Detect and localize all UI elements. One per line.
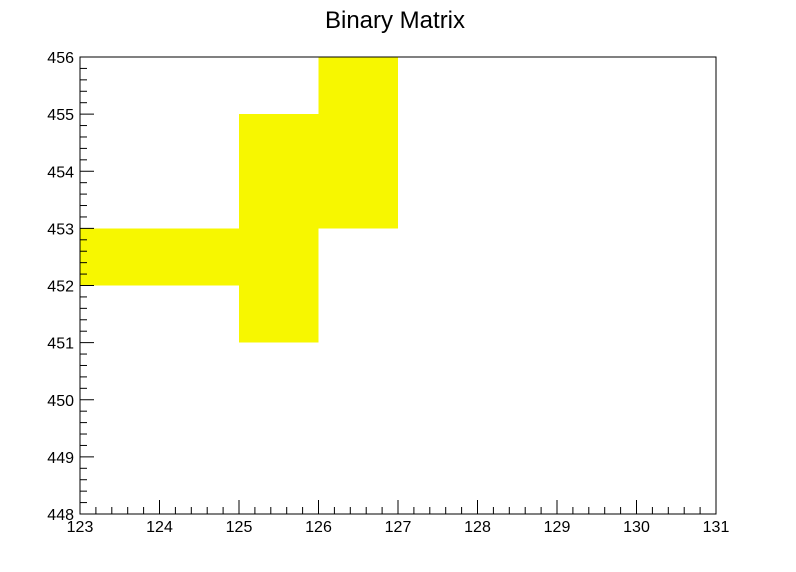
heatmap-cell <box>239 228 319 286</box>
y-tick-label: 455 <box>47 107 74 124</box>
ticks-layer <box>79 56 717 515</box>
plot-frame <box>79 56 717 515</box>
tick-labels-layer: 123 124 125 126 127 128 129 130 131 448 449 450 451 4… <box>47 50 729 536</box>
y-tick-label: 451 <box>47 336 74 353</box>
x-tick-label: 123 <box>67 519 94 536</box>
heatmap-cell <box>239 285 319 343</box>
y-tick-label: 454 <box>47 164 74 181</box>
heatmap-cell <box>318 171 398 229</box>
x-tick-label: 131 <box>703 519 730 536</box>
x-tick-label: 127 <box>385 519 412 536</box>
chart-title: Binary Matrix <box>325 7 465 34</box>
x-tick-label: 126 <box>305 519 332 536</box>
heatmap-cell <box>239 114 319 172</box>
heatmap-cell <box>239 171 319 229</box>
y-tick-label: 453 <box>47 221 74 238</box>
y-tick-label: 456 <box>47 50 74 67</box>
heatmap-cell <box>318 114 398 172</box>
x-tick-label: 129 <box>544 519 571 536</box>
y-tick-label: 450 <box>47 393 74 410</box>
heatmap-cell <box>159 228 239 286</box>
x-tick-label: 128 <box>464 519 491 536</box>
x-tick-label: 125 <box>226 519 253 536</box>
y-tick-label: 452 <box>47 279 74 296</box>
x-tick-label: 130 <box>623 519 650 536</box>
heatmap-cell <box>318 57 398 115</box>
y-tick-label: 448 <box>47 507 74 524</box>
cells-layer <box>80 57 398 343</box>
heatmap-cell <box>80 228 160 286</box>
x-tick-label: 124 <box>146 519 173 536</box>
y-tick-label: 449 <box>47 450 74 467</box>
